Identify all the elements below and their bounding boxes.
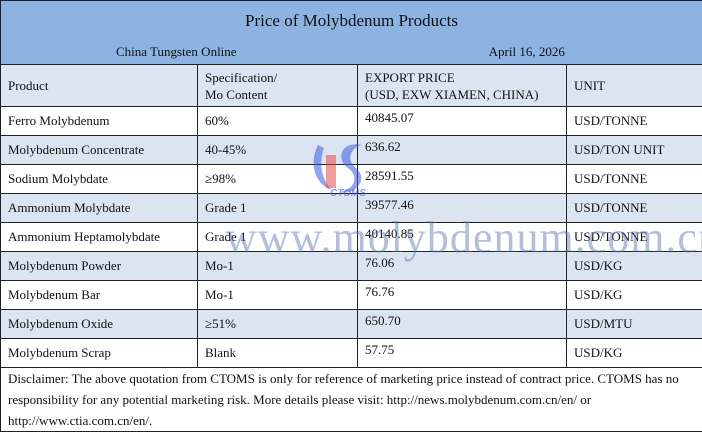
header-row: Product Specification/Mo Content EXPORT … xyxy=(1,65,702,107)
cell-spec: 40-45% xyxy=(198,136,358,165)
cell-spec: ≥51% xyxy=(198,310,358,339)
header-price-line1: EXPORT PRICE xyxy=(365,70,455,85)
header-unit: UNIT xyxy=(567,65,702,107)
cell-spec: ≥98% xyxy=(198,165,358,194)
cell-unit: USD/KG xyxy=(567,339,702,368)
cell-unit: USD/TONNE xyxy=(567,194,702,223)
cell-price: 76.76 xyxy=(358,281,567,310)
cell-product: Molybdenum Scrap xyxy=(1,339,198,368)
header-product: Product xyxy=(1,65,198,107)
cell-price: 76.06 xyxy=(358,252,567,281)
cell-price: 57.75 xyxy=(358,339,567,368)
cell-product: Molybdenum Powder xyxy=(1,252,198,281)
cell-spec: 60% xyxy=(198,107,358,136)
cell-price: 40845.07 xyxy=(358,107,567,136)
cell-product: Sodium Molybdate xyxy=(1,165,198,194)
cell-unit: USD/KG xyxy=(567,281,702,310)
header-price: EXPORT PRICE (USD, EXW XIAMEN, CHINA) xyxy=(358,65,567,107)
header-spec-line2: Mo Content xyxy=(205,87,267,102)
date-label: April 16, 2026 xyxy=(352,44,702,60)
header-spec-line1: Specification/ xyxy=(205,70,277,85)
cell-unit: USD/TONNE xyxy=(567,107,702,136)
cell-price: 28591.55 xyxy=(358,165,567,194)
cell-price: 39577.46 xyxy=(358,194,567,223)
cell-price: 650.70 xyxy=(358,310,567,339)
source-label: China Tungsten Online xyxy=(1,44,352,60)
cell-product: Ferro Molybdenum xyxy=(1,107,198,136)
cell-price: 40140.85 xyxy=(358,223,567,252)
cell-spec: Mo-1 xyxy=(198,252,358,281)
cell-spec: Grade 1 xyxy=(198,194,358,223)
cell-unit: USD/TON UNIT xyxy=(567,136,702,165)
cell-product: Ammonium Molybdate xyxy=(1,194,198,223)
cell-unit: USD/MTU xyxy=(567,310,702,339)
cell-spec: Blank xyxy=(198,339,358,368)
table-title: Price of Molybdenum Products xyxy=(1,1,702,41)
cell-unit: USD/KG xyxy=(567,252,702,281)
cell-spec: Grade 1 xyxy=(198,223,358,252)
disclaimer: Disclaimer: The above quotation from CTO… xyxy=(1,368,702,432)
cell-product: Ammonium Heptamolybdate xyxy=(1,223,198,252)
header-price-line2: (USD, EXW XIAMEN, CHINA) xyxy=(365,87,538,102)
cell-product: Molybdenum Oxide xyxy=(1,310,198,339)
cell-price: 636.62 xyxy=(358,136,567,165)
cell-unit: USD/TONNE xyxy=(567,223,702,252)
cell-product: Molybdenum Concentrate xyxy=(1,136,198,165)
header-spec: Specification/Mo Content xyxy=(198,65,358,107)
cell-spec: Mo-1 xyxy=(198,281,358,310)
cell-unit: USD/TONNE xyxy=(567,165,702,194)
cell-product: Molybdenum Bar xyxy=(1,281,198,310)
